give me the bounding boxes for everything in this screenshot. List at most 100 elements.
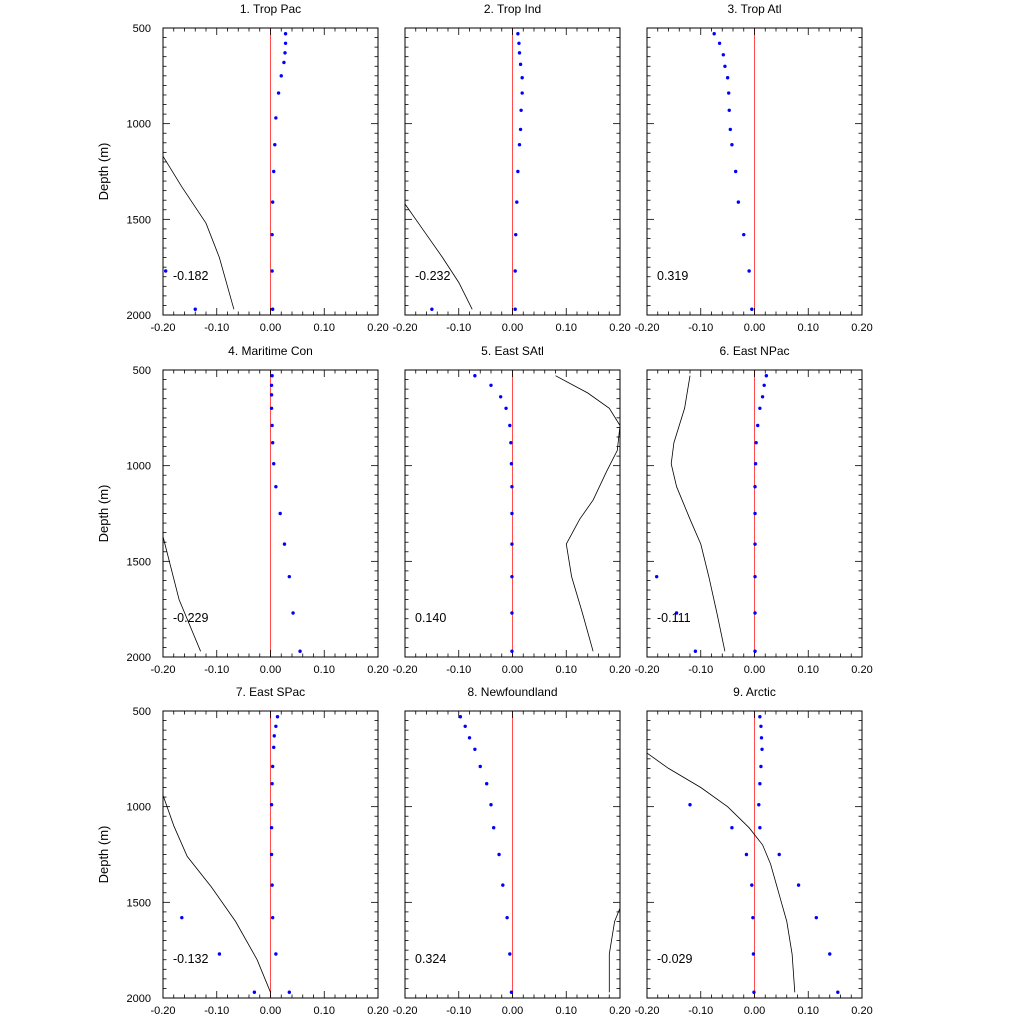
data-point: [278, 511, 282, 516]
data-point: [756, 423, 760, 428]
x-tick-label: -0.10: [688, 1005, 713, 1017]
data-point: [747, 269, 751, 273]
data-point: [518, 62, 523, 67]
panel-title: 5. East SAtl: [481, 344, 544, 358]
data-point: [727, 91, 731, 95]
data-point: [796, 883, 801, 887]
y-tick-label: 500: [133, 23, 151, 35]
data-point: [217, 952, 222, 956]
x-tick-label: 0.10: [798, 1005, 819, 1017]
data-point: [520, 91, 524, 95]
x-tick-label: 0.20: [851, 1005, 872, 1017]
data-point: [270, 374, 274, 378]
correlation-value: -0.229: [173, 611, 208, 625]
panel-4: 4. Maritime Con -0.20 -0.10 0.00 0.10 0.20 500…: [96, 344, 389, 676]
correlation-value: 0.324: [415, 952, 446, 966]
x-tick-label: -0.10: [204, 322, 229, 334]
panel-9: 9. Arctic -0.20 -0.10 0.00 0.10 0.20 -0.029: [634, 685, 872, 1017]
x-tick-label: -0.10: [446, 1005, 471, 1017]
x-tick-label: 0.20: [851, 322, 872, 334]
y-tick-label: 2000: [127, 652, 151, 664]
data-point: [725, 76, 730, 80]
data-point: [753, 462, 758, 466]
correlation-value: 0.319: [657, 269, 688, 283]
data-point: [764, 374, 769, 378]
x-tick-label: 0.00: [744, 1005, 765, 1017]
profile-curve: [162, 795, 271, 993]
data-point: [520, 76, 524, 80]
data-point: [269, 393, 274, 397]
correlation-value: -0.232: [415, 269, 450, 283]
data-point: [163, 269, 168, 273]
data-point: [269, 406, 274, 410]
y-tick-label: 2000: [127, 993, 151, 1005]
x-tick-label: -0.20: [150, 322, 175, 334]
data-point: [291, 611, 295, 615]
y-axis-label: Depth (m): [96, 485, 111, 543]
x-tick-label: 0.00: [502, 322, 523, 334]
data-point: [513, 269, 517, 273]
data-point: [274, 116, 278, 120]
data-point: [274, 724, 278, 729]
data-point: [510, 542, 514, 546]
panel-title: 6. East NPac: [719, 344, 789, 358]
data-point: [504, 406, 508, 410]
x-tick-label: 0.00: [502, 664, 523, 676]
data-point: [463, 724, 467, 729]
data-point: [758, 826, 762, 830]
data-point: [485, 782, 489, 786]
data-point: [509, 462, 514, 466]
data-point: [516, 169, 520, 174]
data-point: [489, 383, 493, 388]
x-tick-label: 0.20: [851, 664, 872, 676]
x-tick-label: -0.10: [446, 664, 471, 676]
data-point: [478, 764, 482, 769]
panel-2: 2. Trop Ind -0.20 -0.10 0.00 0.10 0.20 -0.232: [392, 2, 630, 334]
data-point: [828, 952, 832, 956]
x-tick-label: 0.00: [502, 1005, 523, 1017]
data-point: [760, 395, 765, 399]
data-point: [282, 60, 286, 65]
data-point: [269, 826, 274, 830]
correlation-value: -0.111: [657, 611, 691, 625]
y-tick-label: 500: [133, 365, 151, 377]
data-point: [742, 232, 746, 237]
y-tick-label: 2000: [127, 310, 151, 322]
data-point: [750, 307, 754, 311]
data-point: [269, 852, 274, 857]
y-tick-label: 1500: [127, 214, 151, 226]
panel-title: 7. East SPac: [236, 685, 305, 699]
data-point: [836, 990, 840, 994]
data-point: [508, 423, 512, 428]
x-tick-label: 0.20: [367, 664, 388, 676]
data-point: [758, 406, 762, 410]
data-point: [275, 715, 280, 719]
data-point: [513, 307, 517, 311]
data-point: [193, 307, 197, 311]
data-point: [721, 53, 726, 57]
data-point: [272, 169, 276, 174]
data-point: [519, 108, 523, 112]
profile-curve: [555, 375, 621, 652]
data-point: [467, 736, 472, 740]
panel-title: 9. Arctic: [733, 685, 776, 699]
x-tick-label: 0.10: [556, 1005, 577, 1017]
x-tick-label: 0.10: [314, 664, 335, 676]
y-tick-label: 1000: [127, 461, 151, 473]
data-point: [752, 990, 756, 994]
y-tick-label: 1000: [127, 802, 151, 814]
correlation-value: 0.140: [415, 611, 446, 625]
x-tick-label: 0.00: [260, 322, 281, 334]
data-point: [674, 611, 679, 615]
x-tick-label: 0.10: [556, 322, 577, 334]
x-tick-label: 0.10: [798, 322, 819, 334]
panel-7: 7. East SPac -0.20 -0.10 0.00 0.10 0.20 500 100…: [96, 685, 389, 1017]
panel-6: 6. East NPac -0.20 -0.10 0.00 0.10 0.20 -0.111: [634, 344, 872, 676]
x-tick-label: 0.00: [744, 664, 765, 676]
data-point: [270, 915, 275, 920]
data-point: [430, 307, 434, 311]
data-point: [777, 852, 781, 857]
data-point: [730, 826, 734, 830]
data-point: [717, 41, 722, 46]
data-point: [510, 574, 514, 579]
